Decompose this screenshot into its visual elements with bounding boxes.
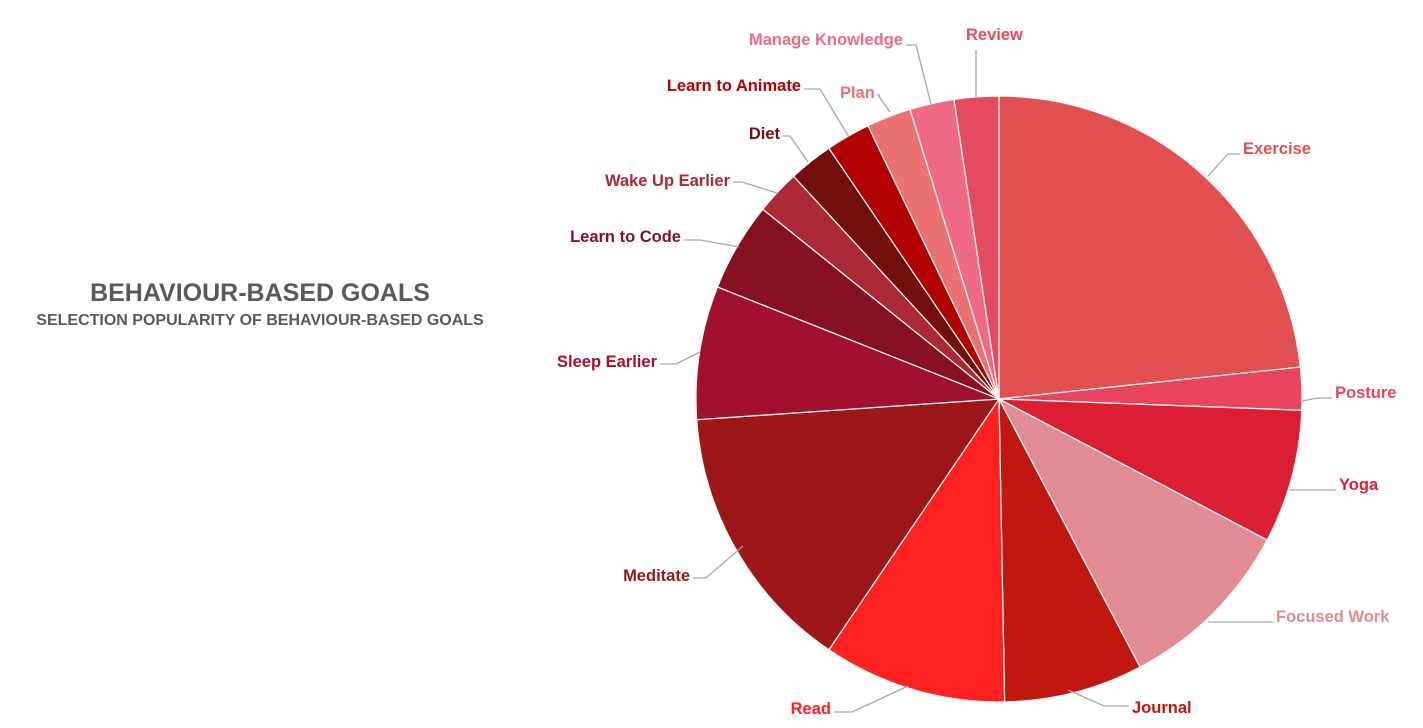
leader-line-plan [876, 94, 891, 113]
leader-line-diet [783, 135, 809, 163]
slice-label-diet: Diet [749, 125, 781, 143]
slice-label-wake-up-earlier: Wake Up Earlier [605, 172, 731, 190]
chart-title-block: BEHAVIOUR-BASED GOALS SELECTION POPULARI… [0, 278, 520, 330]
leader-lines [660, 44, 1336, 713]
leader-line-read [834, 685, 909, 713]
slice-label-learn-to-animate: Learn to Animate [667, 77, 801, 95]
leader-line-sleep-earlier [660, 351, 701, 365]
leader-line-wake-up-earlier [733, 181, 778, 194]
pie-slice-exercise [998, 95, 1301, 400]
pie-slice-meditate [696, 398, 1000, 651]
leader-line-learn-to-code [684, 239, 740, 248]
pie-slices [695, 95, 1303, 703]
slice-label-journal: Journal [1132, 699, 1192, 717]
leader-line-journal [1067, 689, 1129, 707]
leader-line-posture [1301, 397, 1332, 402]
slice-label-learn-to-code: Learn to Code [570, 228, 681, 246]
leader-line-learn-to-animate [804, 88, 850, 138]
slice-label-exercise: Exercise [1243, 140, 1311, 158]
slice-label-focused-work: Focused Work [1276, 608, 1390, 626]
slice-label-read: Read [791, 700, 831, 718]
leader-line-exercise [1207, 153, 1240, 177]
chart-subtitle: SELECTION POPULARITY OF BEHAVIOUR-BASED … [36, 312, 484, 329]
slice-label-sleep-earlier: Sleep Earlier [557, 353, 658, 371]
leader-line-meditate [693, 545, 744, 579]
slice-label-meditate: Meditate [623, 567, 690, 585]
slice-label-plan: Plan [840, 84, 875, 102]
slice-label-posture: Posture [1335, 384, 1396, 402]
slice-label-manage-knowledge: Manage Knowledge [749, 31, 903, 49]
chart-title: BEHAVIOUR-BASED GOALS [90, 279, 430, 307]
slice-label-yoga: Yoga [1339, 476, 1379, 494]
leader-line-manage-knowledge [906, 44, 932, 105]
pie-slice-yoga [998, 398, 1303, 541]
pie-slice-focused-work [998, 398, 1268, 668]
pie-slice-read [828, 398, 1006, 703]
slice-label-review: Review [966, 26, 1023, 44]
slice-labels: Exercise Posture Yoga Focused Work Journal Re… [557, 26, 1396, 718]
